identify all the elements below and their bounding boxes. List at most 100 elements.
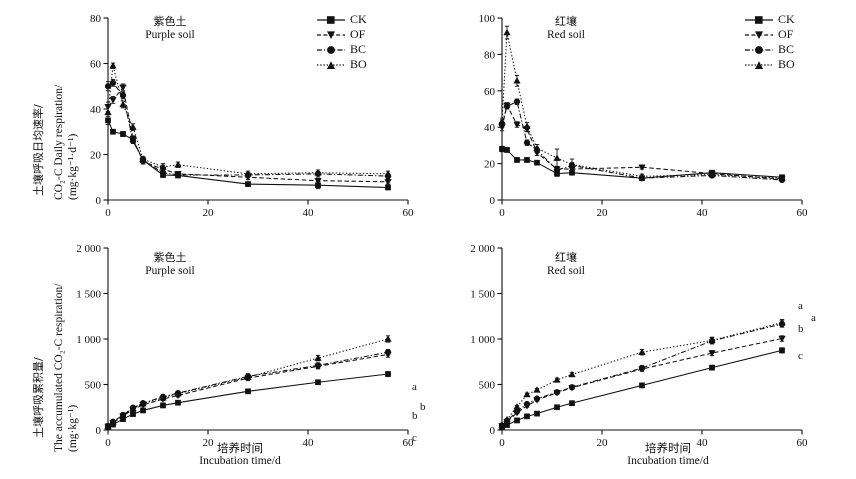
y-axis-label-en2: (mg·kg⁻¹) (67, 404, 80, 452)
svg-text:1 500: 1 500 (76, 289, 101, 301)
svg-text:40: 40 (303, 437, 315, 449)
chart-top-right: 0 20 40 60 0 20 40 60 80 100 (479, 13, 809, 219)
svg-text:80: 80 (484, 49, 496, 61)
x-axis-label-en: Incubation time/d (627, 455, 709, 468)
svg-text:500: 500 (479, 380, 496, 392)
svg-text:0: 0 (96, 425, 102, 437)
svg-text:0: 0 (490, 425, 496, 437)
sig-letter-ck: c (798, 350, 803, 362)
y-axis-label-top-left: 土壤呼吸日均速率/ (32, 104, 46, 196)
svg-text:0: 0 (105, 437, 111, 449)
legend-label-bc: BC (778, 42, 795, 56)
x-axis-label-bottom-left: 培养时间 Incubation time/d (140, 441, 340, 468)
legend-item-bc[interactable]: BC (744, 42, 795, 57)
sig-letter-ck: c (412, 432, 417, 444)
legend-key-of (317, 30, 345, 39)
legend-item-bo[interactable]: BO (744, 57, 795, 72)
panel-title-en: Red soil (546, 264, 585, 277)
y-axis-label-cn: 土壤呼吸累积量/ (32, 357, 45, 438)
y-axis-label-cn: 土壤呼吸日均速率/ (32, 104, 45, 196)
legend-item-bo[interactable]: BO (316, 57, 367, 72)
y-axis-label-bottom-left-en: The accumulated CO₂-C respiration/ (mg·k… (52, 284, 81, 452)
svg-text:40: 40 (697, 437, 709, 449)
sig-letter-of: b (412, 410, 418, 422)
panel-title-en: Red soil (546, 28, 585, 41)
y-axis-label-top-left-en: CO₂-C Daily respiration/ (mg·kg⁻¹·d⁻¹) (52, 85, 81, 200)
svg-text:0: 0 (96, 195, 102, 207)
legend-key-bc (745, 45, 773, 54)
legend-label-of: OF (778, 27, 794, 41)
panel-title-top-left: 紫色土 Purple soil (120, 15, 220, 42)
legend-label-bo: BO (778, 57, 795, 71)
legend-key-ck (317, 15, 345, 24)
y-axis-label-en2: (mg·kg⁻¹·d⁻¹) (67, 133, 80, 200)
svg-text:60: 60 (90, 59, 102, 71)
sig-letter-bo: a (412, 381, 417, 393)
legend-label-bo: BO (350, 57, 367, 71)
svg-text:100: 100 (479, 13, 496, 25)
sig-letter-bc: a (811, 312, 816, 324)
sig-letter-bo: a (798, 300, 803, 312)
panel-title-bottom-right: 红壤 Red soil (516, 251, 616, 278)
legend-label-bc: BC (350, 42, 367, 56)
panel-title-en: Purple soil (145, 28, 195, 41)
sig-letter-of: b (798, 323, 804, 335)
x-axis-label-cn: 培养时间 (645, 441, 691, 455)
panel-bottom-right: 0 20 40 60 0 500 1 000 1 500 2 000 红壤 Red soil 培… (428, 240, 856, 479)
legend-key-ck (745, 15, 773, 24)
svg-text:20: 20 (203, 207, 215, 219)
chart-bottom-right: 0 20 40 60 0 500 1 000 1 500 2 000 (470, 243, 808, 449)
panel-title-cn: 紫色土 (153, 15, 187, 28)
svg-text:20: 20 (90, 150, 102, 162)
y-axis-label-en1: The accumulated CO₂-C respiration/ (53, 283, 65, 452)
panel-title-cn: 紫色土 (153, 251, 187, 264)
sig-letter-bc: b (420, 401, 426, 413)
svg-text:0: 0 (499, 207, 505, 219)
svg-text:2 000: 2 000 (76, 243, 101, 255)
x-axis-label-en: Incubation time/d (199, 455, 281, 468)
panel-top-left: 0 20 40 60 0 20 40 60 80 紫色土 Purple soil 土壤呼吸日均速… (0, 0, 428, 240)
panel-title-cn: 红壤 (555, 15, 577, 28)
legend-key-bo (317, 60, 345, 69)
legend-label-ck: CK (350, 12, 367, 26)
svg-text:20: 20 (484, 159, 496, 171)
legend-key-bo (745, 60, 773, 69)
panel-bottom-left: 0 20 40 60 0 500 1 000 1 500 2 000 紫色土 Purple so… (0, 240, 428, 479)
legend-item-of[interactable]: OF (316, 27, 367, 42)
svg-text:60: 60 (403, 437, 415, 449)
svg-text:0: 0 (490, 195, 496, 207)
legend-item-ck[interactable]: CK (316, 12, 367, 27)
panel-title-en: Purple soil (145, 264, 195, 277)
svg-text:80: 80 (90, 13, 102, 25)
svg-text:1 000: 1 000 (76, 334, 101, 346)
svg-text:1 500: 1 500 (470, 289, 495, 301)
svg-text:60: 60 (797, 207, 809, 219)
legend-label-ck: CK (778, 12, 795, 26)
svg-text:2 000: 2 000 (470, 243, 495, 255)
y-axis-label-en1: CO₂-C Daily respiration/ (53, 84, 65, 200)
svg-text:60: 60 (403, 207, 415, 219)
y-axis-label-bottom-left: 土壤呼吸累积量/ (32, 357, 46, 438)
svg-text:500: 500 (85, 380, 102, 392)
svg-text:40: 40 (697, 207, 709, 219)
panel-title-cn: 红壤 (555, 251, 577, 264)
legend-top-right: CK OF BC BO (744, 12, 795, 72)
panel-top-right: 0 20 40 60 0 20 40 60 80 100 红壤 Red soil CK OF (428, 0, 856, 240)
panel-title-bottom-left: 紫色土 Purple soil (120, 251, 220, 278)
svg-text:0: 0 (499, 437, 505, 449)
svg-text:20: 20 (597, 207, 609, 219)
legend-key-of (745, 30, 773, 39)
svg-text:1 000: 1 000 (470, 334, 495, 346)
svg-text:40: 40 (90, 104, 102, 116)
legend-item-of[interactable]: OF (744, 27, 795, 42)
x-axis-label-cn: 培养时间 (217, 441, 263, 455)
svg-text:60: 60 (484, 86, 496, 98)
chart-top-left: 0 20 40 60 0 20 40 60 80 (90, 13, 415, 219)
legend-label-of: OF (350, 27, 366, 41)
legend-key-bc (317, 45, 345, 54)
legend-item-ck[interactable]: CK (744, 12, 795, 27)
svg-text:0: 0 (105, 207, 111, 219)
svg-text:40: 40 (484, 122, 496, 134)
legend-item-bc[interactable]: BC (316, 42, 367, 57)
